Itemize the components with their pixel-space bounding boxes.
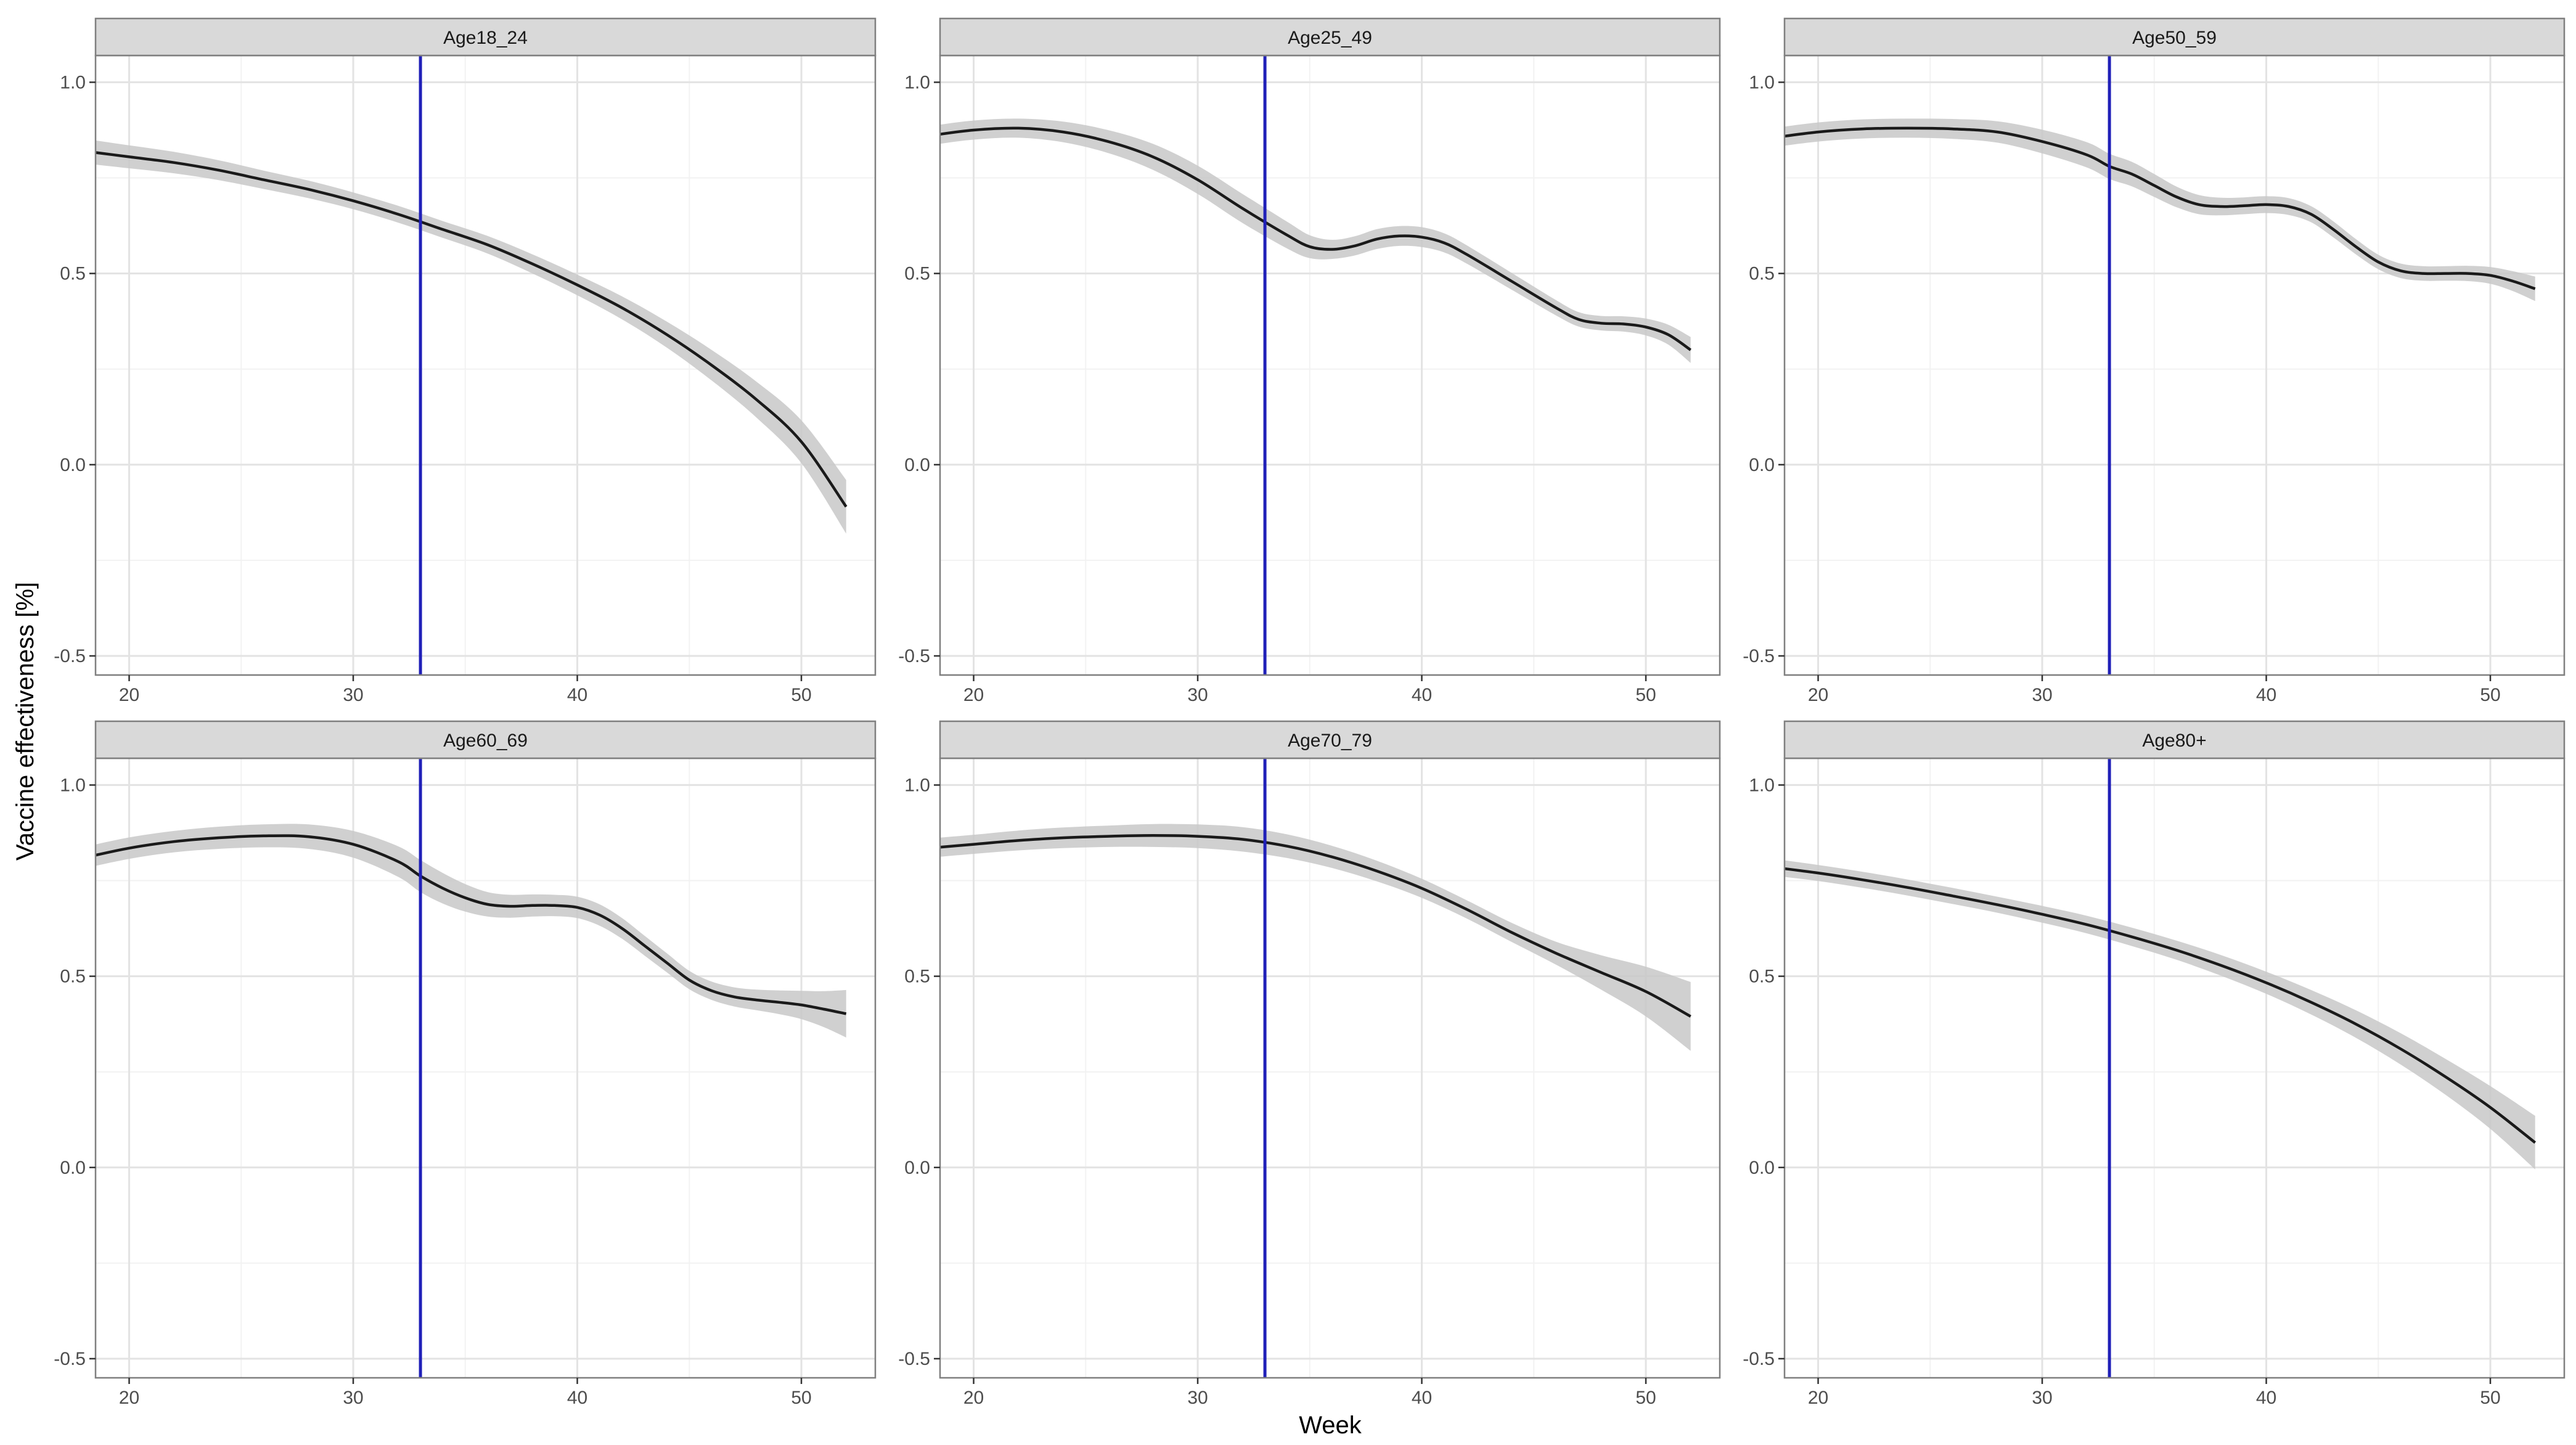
y-tick-label: 0.5 <box>904 967 930 987</box>
x-tick-label: 20 <box>963 1388 984 1408</box>
x-tick-label: 30 <box>2032 685 2052 705</box>
data-layer <box>940 55 1692 675</box>
y-tick-label: 0.0 <box>1749 1158 1775 1178</box>
confidence-ribbon <box>940 118 1691 363</box>
y-tick-label: 1.0 <box>904 775 930 795</box>
facet-panel-4: Age70_79 20 30 40 50 -0.5 0.0 0.5 1.0 <box>898 720 1721 1408</box>
x-tick-label: 40 <box>1412 1388 1432 1408</box>
effectiveness-line <box>96 151 848 508</box>
facet-strip <box>1783 17 2566 57</box>
y-tick-label: 0.5 <box>904 264 930 284</box>
y-tick-label: -0.5 <box>898 646 930 666</box>
x-tick-label: 50 <box>791 1388 811 1408</box>
x-tick-label: 50 <box>1635 685 1656 705</box>
y-tick-label: 0.0 <box>60 455 86 475</box>
facet-strip-label: Age25_49 <box>1288 28 1372 48</box>
x-tick-label: 50 <box>791 685 811 705</box>
plot-area <box>96 55 875 675</box>
x-tick-label: 30 <box>1187 685 1208 705</box>
facet-strip <box>939 720 1721 759</box>
x-tick-label: 50 <box>2480 1388 2500 1408</box>
y-tick-label: -0.5 <box>54 646 86 666</box>
confidence-ribbon <box>96 824 846 1038</box>
facet-strip <box>1783 720 2566 759</box>
x-tick-label: 30 <box>1187 1388 1208 1408</box>
y-tick-label: 1.0 <box>60 72 86 92</box>
x-tick-label: 20 <box>963 685 984 705</box>
y-tick-label: 0.0 <box>904 1158 930 1178</box>
x-tick-label: 40 <box>2256 1388 2276 1408</box>
y-tick-label: -0.5 <box>1743 646 1775 666</box>
y-tick-label: 1.0 <box>904 72 930 92</box>
y-tick-label: 0.0 <box>904 455 930 475</box>
y-axis-title: Vaccine effectiveness [%] <box>12 582 39 861</box>
facet-panel-3: Age60_69 20 30 40 50 -0.5 0.0 0.5 1.0 <box>54 720 877 1408</box>
x-tick-label: 20 <box>119 1388 139 1408</box>
y-tick-label: 0.5 <box>1749 264 1775 284</box>
effectiveness-line <box>1785 867 2537 1144</box>
data-layer <box>1785 758 2537 1378</box>
x-tick-label: 50 <box>1635 1388 1656 1408</box>
x-tick-label: 40 <box>2256 685 2276 705</box>
y-tick-label: -0.5 <box>1743 1349 1775 1369</box>
facet-panel-0: Age18_24 20 30 40 50 -0.5 0.0 0.5 1.0 <box>54 17 877 705</box>
data-layer <box>940 758 1691 1378</box>
x-tick-label: 50 <box>2480 685 2500 705</box>
y-tick-label: 1.0 <box>1749 775 1775 795</box>
confidence-ribbon <box>1785 118 2535 301</box>
facet-strip-label: Age18_24 <box>443 28 528 48</box>
data-layer <box>96 758 847 1378</box>
plot-area <box>940 55 1720 675</box>
facet-strip <box>94 17 877 57</box>
x-tick-label: 30 <box>343 685 363 705</box>
y-tick-label: 0.5 <box>60 967 86 987</box>
y-tick-label: 0.0 <box>1749 455 1775 475</box>
facet-strip <box>939 17 1721 57</box>
y-tick-label: -0.5 <box>54 1349 86 1369</box>
x-tick-label: 40 <box>567 685 587 705</box>
effectiveness-line <box>1785 126 2536 290</box>
data-layer <box>1785 55 2536 675</box>
facet-strip-label: Age60_69 <box>443 731 528 751</box>
y-tick-label: -0.5 <box>898 1349 930 1369</box>
x-tick-label: 30 <box>343 1388 363 1408</box>
y-tick-label: 0.5 <box>60 264 86 284</box>
x-tick-label: 20 <box>119 685 139 705</box>
x-tick-label: 40 <box>1412 685 1432 705</box>
x-tick-label: 30 <box>2032 1388 2052 1408</box>
effectiveness-line <box>940 834 1691 1018</box>
panels-group: Age18_24 20 30 40 50 -0.5 0.0 0.5 1.0 Age25_49 20 3… <box>54 17 2566 1408</box>
data-layer <box>96 55 848 675</box>
facet-panel-2: Age50_59 20 30 40 50 -0.5 0.0 0.5 1.0 <box>1743 17 2566 705</box>
facet-panel-5: Age80+ 20 30 40 50 -0.5 0.0 0.5 1.0 <box>1743 720 2566 1408</box>
x-tick-label: 20 <box>1808 1388 1828 1408</box>
x-tick-label: 20 <box>1808 685 1828 705</box>
y-tick-label: 1.0 <box>60 775 86 795</box>
x-tick-label: 40 <box>567 1388 587 1408</box>
effectiveness-line <box>940 126 1692 351</box>
facet-strip <box>94 720 877 759</box>
facet-strip-label: Age50_59 <box>2132 28 2217 48</box>
x-axis-title: Week <box>1299 1412 1362 1439</box>
facet-strip-label: Age80+ <box>2142 731 2206 751</box>
facet-panel-1: Age25_49 20 30 40 50 -0.5 0.0 0.5 1.0 <box>898 17 1721 705</box>
plot-area <box>96 758 875 1378</box>
plot-area <box>1785 55 2564 675</box>
facet-strip-label: Age70_79 <box>1288 731 1372 751</box>
y-tick-label: 0.0 <box>60 1158 86 1178</box>
y-tick-label: 0.5 <box>1749 967 1775 987</box>
y-tick-label: 1.0 <box>1749 72 1775 92</box>
confidence-ribbon <box>940 824 1691 1051</box>
effectiveness-line <box>96 834 847 1015</box>
